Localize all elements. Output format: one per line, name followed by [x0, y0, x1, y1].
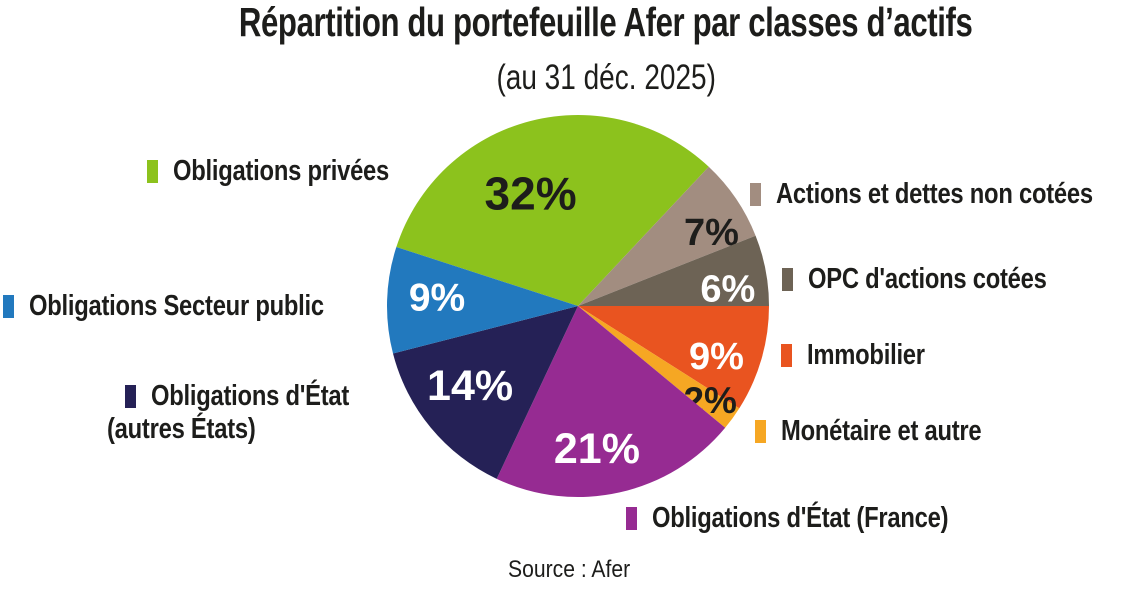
legend-item-actions-et-dettes-non-cotees: Actions et dettes non cotées	[750, 178, 1148, 210]
legend-item-obligations-etat-autres-etats: Obligations d'État (autres États)	[107, 380, 393, 445]
legend-item-obligations-etat-france: Obligations d'État (France)	[626, 502, 1013, 534]
legend-item-monetaire-et-autre: Monétaire et autre	[755, 415, 1025, 447]
pie-slice-immobilier	[578, 306, 769, 409]
legend-swatch	[3, 294, 14, 318]
slice-value-label-obligations-d-etat-france: 21%	[554, 425, 640, 473]
slice-value-label-immobilier: 9%	[689, 336, 744, 378]
legend-label: Obligations privées	[173, 154, 390, 187]
legend-swatch	[147, 159, 158, 183]
pie-slice-obligations-secteur-public	[387, 246, 578, 354]
source-text: Source : Afer	[507, 556, 630, 583]
slice-value-label-obligations-d-etat-autres-etats: 14%	[427, 362, 513, 410]
legend-swatch	[750, 182, 761, 206]
pie-slice-monetaire-et-autre	[578, 306, 740, 428]
slice-value-label-obligations-secteur-public: 9%	[409, 277, 465, 320]
chart-header: Répartition du portefeuille Afer par cla…	[64, 0, 1148, 106]
legend-label: OPC d'actions cotées	[808, 262, 1047, 295]
legend-label: Actions et dettes non cotées	[776, 177, 1093, 210]
legend-swatch	[782, 267, 793, 291]
pie-slice-obligations-privees	[396, 115, 709, 306]
legend-swatch	[755, 419, 766, 443]
legend-item-obligations-privees: Obligations privées	[147, 155, 436, 187]
legend-item-obligations-secteur-public: Obligations Secteur public	[3, 290, 389, 322]
page-title: Répartition du portefeuille Afer par cla…	[239, 0, 973, 45]
slice-value-label-opc-d-actions-cotees: 6%	[700, 268, 755, 310]
pie-slice-actions-et-dettes-non-cotees	[578, 166, 756, 306]
legend-label: Obligations d'État (France)	[652, 501, 949, 534]
legend-swatch	[781, 343, 792, 367]
slice-value-label-obligations-privees: 32%	[485, 167, 577, 219]
legend-label: Immobilier	[807, 338, 925, 371]
pie-slice-obligations-d-etat-autres-etats	[393, 306, 578, 479]
legend-item-opc-actions-cotees: OPC d'actions cotées	[782, 263, 1099, 295]
legend-label: (autres États)	[107, 412, 256, 445]
pie-slice-obligations-d-etat-france	[496, 306, 726, 497]
legend-swatch	[125, 384, 136, 408]
chart-subtitle: (au 31 déc. 2025)	[496, 58, 716, 97]
legend-label: Monétaire et autre	[781, 414, 982, 447]
legend-label: Obligations d'État	[151, 379, 350, 412]
legend-item-immobilier: Immobilier	[781, 339, 951, 371]
legend-swatch	[626, 506, 637, 530]
legend-label: Obligations Secteur public	[29, 289, 324, 322]
pie-slice-opc-d-actions-cotees	[578, 235, 769, 306]
